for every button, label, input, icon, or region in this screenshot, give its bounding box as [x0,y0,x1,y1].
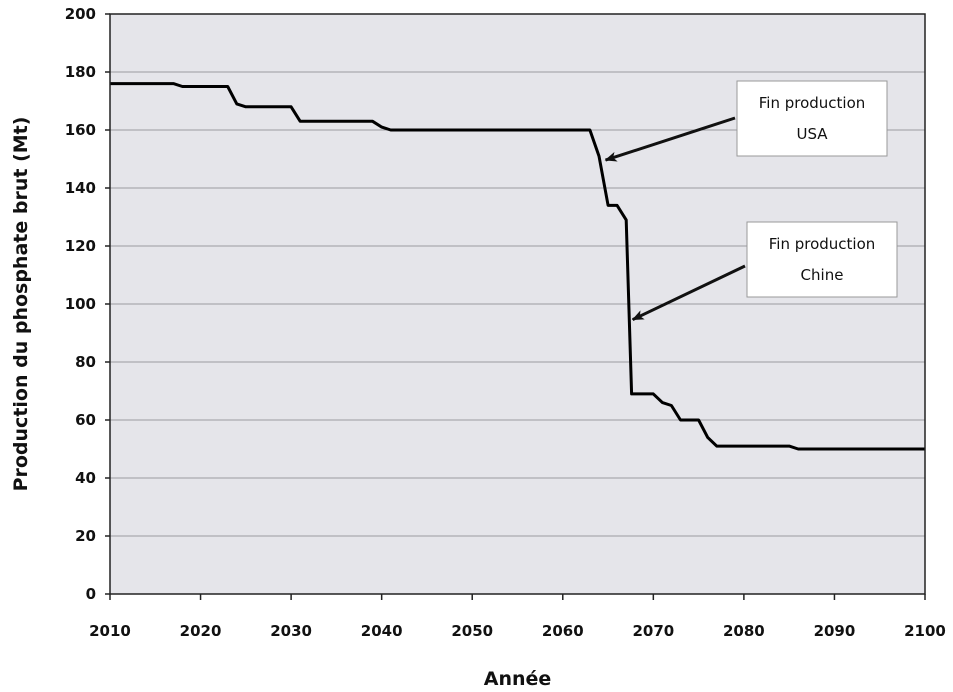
y-tick-label: 80 [75,353,96,371]
x-tick-label: 2040 [361,622,403,640]
annotation-text: Chine [801,266,844,284]
y-tick-label: 60 [75,411,96,429]
y-axis-title: Production du phosphate brut (Mt) [10,117,32,492]
y-tick-label: 120 [65,237,96,255]
annotations: Fin production USA Fin production Chine [604,80,898,321]
annotation-callout: Fin production Chine [631,221,898,321]
y-tick-label: 20 [75,527,96,545]
x-axis-ticks: 2010 2020 2030 2040 2050 2060 2070 2080 2090 2100 [89,594,946,640]
y-axis-ticks: 0 20 40 60 80 100 120 140 160 180 200 [65,5,110,603]
y-tick-label: 200 [65,5,96,23]
x-tick-label: 2030 [270,622,312,640]
y-tick-label: 100 [65,295,96,313]
x-tick-label: 2100 [904,622,946,640]
annotation-text: Fin production [769,235,876,253]
annotation-box [736,80,888,157]
annotation-arrow [604,116,736,162]
annotation-text: USA [796,125,828,143]
x-tick-label: 2080 [723,622,765,640]
x-tick-label: 2060 [542,622,584,640]
annotation-arrow [631,264,746,321]
y-tick-label: 180 [65,63,96,81]
annotation-callout: Fin production USA [604,80,888,162]
x-tick-label: 2090 [814,622,856,640]
y-tick-label: 40 [75,469,96,487]
x-tick-label: 2070 [632,622,674,640]
y-tick-label: 160 [65,121,96,139]
annotation-box [746,221,898,298]
annotation-text: Fin production [759,94,866,112]
y-tick-label: 0 [86,585,96,603]
x-axis-title: Année [484,668,552,690]
x-tick-label: 2050 [451,622,493,640]
y-tick-label: 140 [65,179,96,197]
x-tick-label: 2010 [89,622,131,640]
series-line [110,82,925,451]
x-tick-label: 2020 [180,622,222,640]
